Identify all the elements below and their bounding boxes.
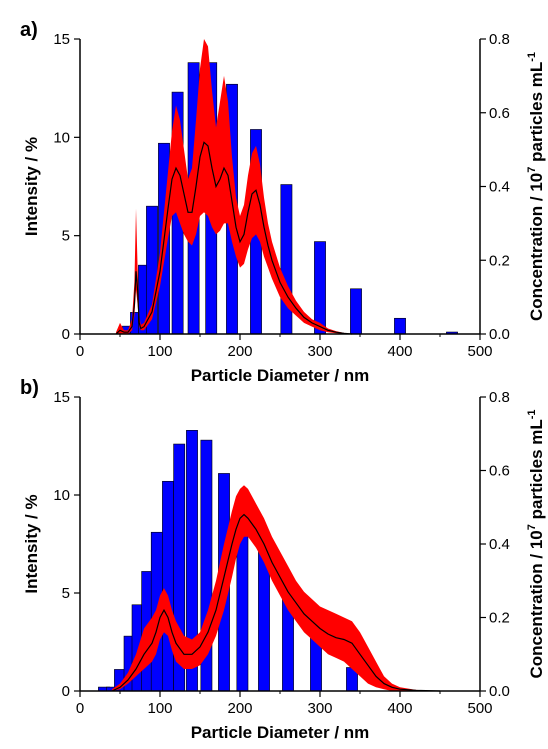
- y-tick-label: 15: [53, 389, 70, 406]
- x-tick-label: 300: [307, 700, 332, 717]
- y-axis-title: Intensity / %: [22, 137, 41, 236]
- intensity-bar: [314, 241, 326, 335]
- y2-tick-label: 0.0: [489, 683, 510, 700]
- x-axis-title: Particle Diameter / nm: [191, 366, 370, 385]
- y-tick-label: 10: [53, 487, 70, 504]
- y-tick-label: 5: [62, 228, 70, 245]
- y-tick-label: 10: [53, 129, 70, 146]
- y2-tick-label: 0.2: [489, 252, 510, 269]
- x-tick-label: 500: [467, 343, 492, 360]
- y2-axis-title-superscript: -1: [526, 52, 538, 62]
- y-tick-label: 15: [53, 31, 70, 48]
- y2-axis-title: Concentration / 107 particles mL-1: [526, 409, 546, 678]
- y2-axis-title-part: Concentration / 10: [527, 173, 546, 321]
- concentration-mean-line: [111, 513, 441, 692]
- y2-axis-title-superscript: 7: [526, 167, 538, 173]
- x-axis-title: Particle Diameter / nm: [191, 723, 370, 742]
- panel-b: 0 100 200 300 400 500 0 5 10 15 0.0 0.2 0.4 0.6 0.8 Par…: [20, 377, 546, 742]
- panel-label: a): [20, 19, 38, 41]
- panel-label: b): [20, 377, 39, 399]
- y2-tick-label: 0.8: [489, 31, 510, 48]
- y2-tick-label: 0.8: [489, 389, 510, 406]
- intensity-bar: [162, 480, 174, 692]
- y2-tick-label: 0.6: [489, 463, 510, 480]
- intensity-bar: [394, 317, 406, 335]
- y2-axis-title: Concentration / 107 particles mL-1: [526, 52, 546, 321]
- y-tick-label: 0: [62, 683, 70, 700]
- concentration-mean-line: [115, 141, 353, 335]
- y2-axis-title-part: particles mL: [527, 419, 546, 524]
- y2-tick-label: 0.2: [489, 610, 510, 627]
- y-tick-label: 0: [62, 326, 70, 343]
- concentration-error-band: [116, 39, 352, 334]
- intensity-bar: [280, 184, 293, 335]
- x-tick-label: 0: [76, 343, 84, 360]
- y2-tick-label: 0.0: [489, 326, 510, 343]
- y2-axis-title-superscript: -1: [526, 409, 538, 419]
- x-tick-label: 200: [227, 343, 252, 360]
- y2-tick-label: 0.6: [489, 105, 510, 122]
- x-tick-label: 100: [147, 343, 172, 360]
- x-tick-label: 0: [76, 700, 84, 717]
- y2-tick-label: 0.4: [489, 536, 510, 553]
- y2-axis-title-part: Concentration / 10: [527, 530, 546, 678]
- intensity-bar: [350, 288, 362, 335]
- x-tick-label: 400: [387, 700, 412, 717]
- y-axis-title: Intensity / %: [22, 494, 41, 593]
- concentration-error-band: [112, 485, 440, 691]
- x-tick-label: 300: [307, 343, 332, 360]
- x-tick-label: 200: [227, 700, 252, 717]
- panel-a: 0 100 200 300 400 500 0 5 10 15 0.0 0.2 0.4 0.6 0.8 Par…: [20, 19, 546, 385]
- x-tick-label: 100: [147, 700, 172, 717]
- x-tick-label: 500: [467, 700, 492, 717]
- y-tick-label: 5: [62, 585, 70, 602]
- x-tick-label: 400: [387, 343, 412, 360]
- y2-tick-label: 0.4: [489, 179, 510, 196]
- y2-axis-title-superscript: 7: [526, 524, 538, 530]
- y2-axis-title-part: particles mL: [527, 62, 546, 167]
